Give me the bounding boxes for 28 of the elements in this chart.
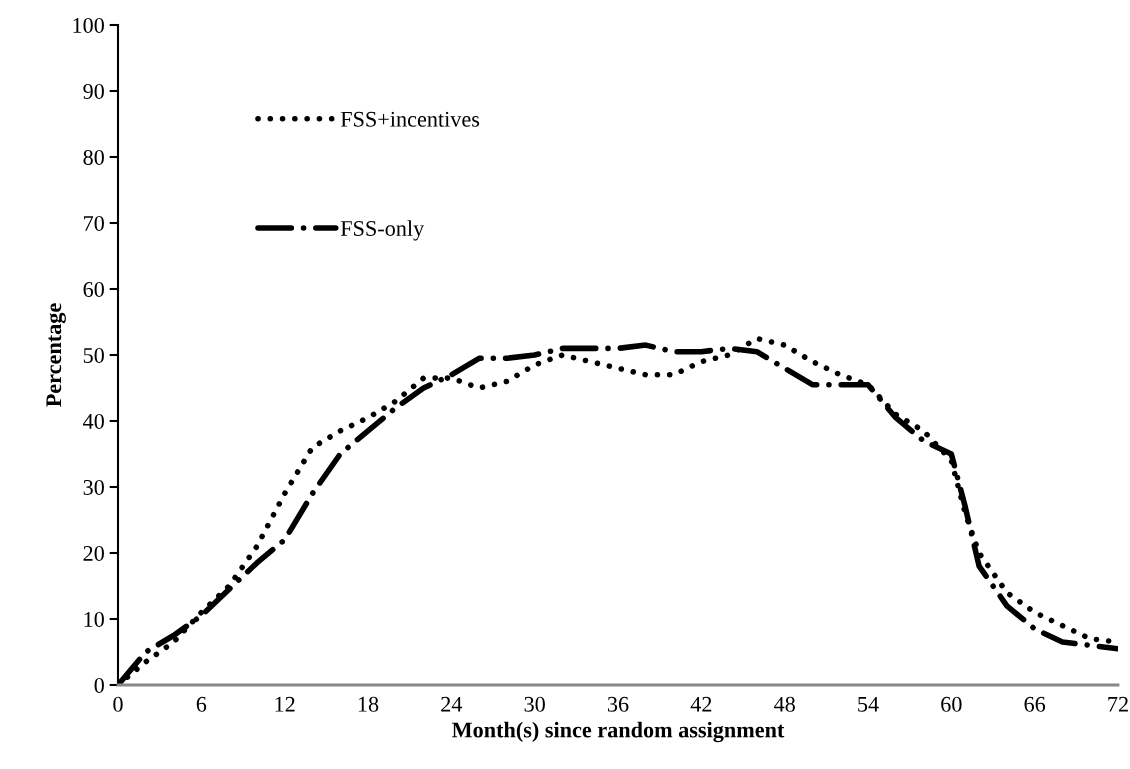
legend-label: FSS-only: [340, 220, 425, 241]
y-tick-label: 100: [73, 17, 104, 33]
y-tick-label: 30: [83, 479, 104, 495]
x-tick-label: 60: [941, 696, 962, 712]
x-tick-label: 6: [196, 696, 207, 712]
y-tick-label: 60: [83, 281, 104, 297]
y-tick-label: 50: [83, 347, 104, 363]
x-tick-label: 12: [275, 696, 295, 712]
y-tick-label: 0: [94, 677, 104, 693]
y-tick-label: 40: [83, 413, 104, 429]
x-tick-label: 18: [358, 696, 379, 712]
x-tick-label: 54: [858, 696, 879, 712]
y-tick-label: 80: [83, 149, 104, 165]
y-tick-label: 10: [84, 611, 104, 627]
x-tick-label: 72: [1108, 696, 1128, 712]
y-tick-label: 70: [84, 215, 104, 231]
x-tick-label: 30: [524, 696, 545, 712]
x-tick-label: 66: [1024, 696, 1046, 712]
x-tick-label: 42: [690, 696, 712, 712]
x-tick-label: 24: [441, 696, 463, 712]
y-tick-label: 20: [83, 545, 104, 561]
legend-label: FSS+incentives: [340, 111, 480, 127]
x-axis-title: Month(s) since random assignment: [452, 721, 785, 743]
y-tick-label: 90: [83, 83, 104, 99]
y-axis-title: Percentage: [46, 303, 66, 407]
x-tick-label: 36: [607, 696, 629, 712]
x-tick-label: 0: [113, 696, 123, 712]
x-tick-label: 48: [773, 696, 795, 712]
